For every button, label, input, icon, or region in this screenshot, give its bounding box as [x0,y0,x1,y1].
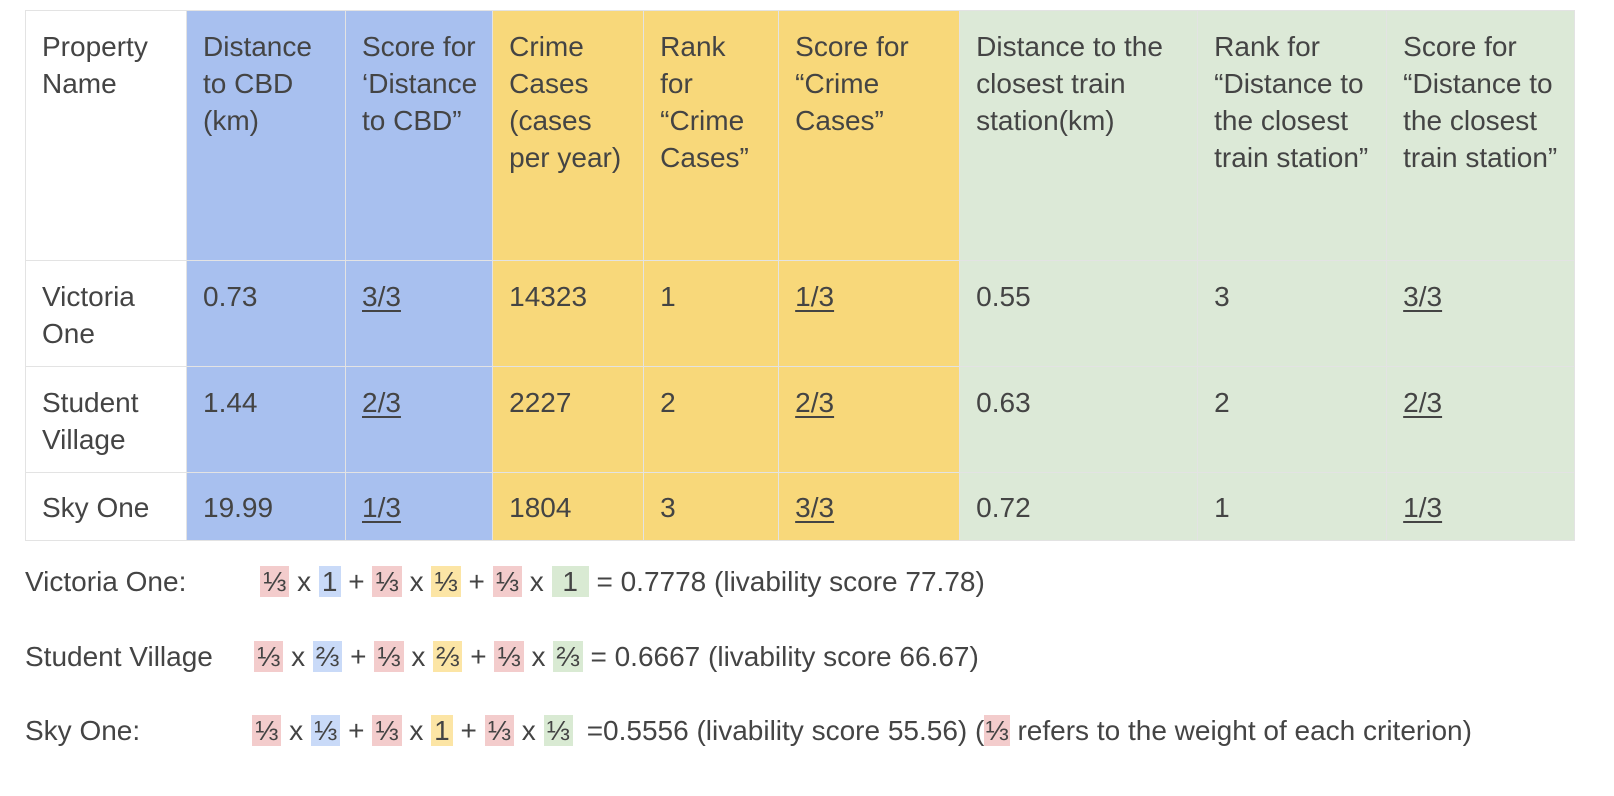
formula-expression: ⅓ x 1 + ⅓ x ⅓ + ⅓ x 1 = 0.7778 (livabili… [260,566,985,598]
header-score-crime-cases: Score for “Crime Cases” [778,10,961,261]
weight-highlight: ⅓ [372,566,402,597]
weight-note-highlight: ⅓ [984,715,1010,746]
weight-highlight: ⅓ [254,641,284,672]
crime-cases-rank: 3 [643,472,780,541]
distance-cbd-score: 2/3 [344,366,494,473]
formula-result: = 0.7778 (livability score 77.78) [596,566,985,597]
weight-highlight: ⅓ [492,566,522,597]
crime-cases-value: 1804 [492,472,645,541]
formula-student-village: Student Village ⅓ x ⅔ + ⅓ x ⅔ + ⅓ x ⅔ = … [25,641,1125,677]
plus-sign: + [468,566,485,597]
header-property-name: Property Name [25,10,187,261]
train-distance-score: 1/3 [1386,472,1576,541]
header-row: Property Name Distance to CBD (km) Score… [25,10,1576,261]
train-score-highlight: ⅓ [543,715,573,746]
weight-highlight: ⅓ [260,566,290,597]
table-row: Student Village 1.44 2/3 2227 2 2/3 0.63… [25,366,1576,473]
weight-highlight: ⅓ [374,641,404,672]
distance-cbd-score: 3/3 [344,260,494,367]
train-score-highlight: ⅔ [553,641,583,672]
formula-label: Student Village [25,641,213,672]
train-distance-value: 0.55 [959,260,1199,367]
header-score-train-station: Score for “Distance to the closest train… [1386,10,1576,261]
formula-label: Victoria One: [25,566,187,597]
formula-result: = 0.6667 (livability score 66.67) [590,641,979,672]
multiply-sign: x [297,566,312,597]
train-distance-value: 0.72 [959,472,1199,541]
formula-sky-one: Sky One: ⅓ x ⅓ + ⅓ x 1 + ⅓ x ⅓ =0.5556 (… [25,715,1605,751]
multiply-sign: x [411,641,426,672]
train-distance-rank: 2 [1197,366,1388,473]
distance-cbd-value: 1.44 [186,366,346,473]
multiply-sign: x [409,715,424,746]
crime-cases-rank: 1 [643,260,780,367]
crime-cases-score: 3/3 [778,472,961,541]
formula-label: Sky One: [25,715,141,746]
crime-score-highlight: ⅓ [431,566,461,597]
header-rank-train-station: Rank for “Distance to the closest train … [1197,10,1388,261]
header-rank-crime-cases: Rank for “Crime Cases” [643,10,780,261]
header-crime-cases: Crime Cases (cases per year) [492,10,645,261]
multiply-sign: x [521,715,536,746]
plus-sign: + [470,641,487,672]
train-distance-rank: 3 [1197,260,1388,367]
crime-cases-score: 1/3 [778,260,961,367]
formula-result: =0.5556 (livability score 55.56) ( [586,715,985,746]
livability-table: Property Name Distance to CBD (km) Score… [25,10,1576,541]
train-distance-score: 2/3 [1386,366,1576,473]
distance-cbd-score: 1/3 [344,472,494,541]
table-row: Sky One 19.99 1/3 1804 3 3/3 0.72 1 1/3 [25,472,1576,541]
header-distance-cbd: Distance to CBD (km) [186,10,346,261]
property-name: Student Village [25,366,187,473]
multiply-sign: x [291,641,306,672]
multiply-sign: x [409,566,424,597]
crime-cases-value: 14323 [492,260,645,367]
distance-cbd-value: 19.99 [186,472,346,541]
weight-note: refers to the weight of each criterion) [1009,715,1472,746]
train-score-highlight: 1 [551,566,589,597]
crime-cases-rank: 2 [643,366,780,473]
distance-cbd-value: 0.73 [186,260,346,367]
header-score-distance-cbd: Score for ‘Distance to CBD” [344,10,494,261]
weight-highlight: ⅓ [494,641,524,672]
plus-sign: + [348,715,365,746]
weight-highlight: ⅓ [484,715,514,746]
formula-expression: ⅓ x ⅔ + ⅓ x ⅔ + ⅓ x ⅔ = 0.6667 (livabili… [254,641,979,673]
crime-cases-score: 2/3 [778,366,961,473]
multiply-sign: x [289,715,304,746]
formula-expression: ⅓ x ⅓ + ⅓ x 1 + ⅓ x ⅓ =0.5556 (livabilit… [252,715,1472,747]
property-name: Sky One [25,472,187,541]
plus-sign: + [350,641,367,672]
crime-score-highlight: ⅔ [433,641,463,672]
train-distance-rank: 1 [1197,472,1388,541]
cbd-score-highlight: ⅔ [312,641,343,672]
crime-cases-value: 2227 [492,366,645,473]
cbd-score-highlight: ⅓ [310,715,341,746]
crime-score-highlight: 1 [431,715,453,746]
header-distance-train-station: Distance to the closest train station(km… [959,10,1199,261]
weight-highlight: ⅓ [372,715,402,746]
property-name: Victoria One [25,260,187,367]
table-row: Victoria One 0.73 3/3 14323 1 1/3 0.55 3… [25,260,1576,367]
train-distance-value: 0.63 [959,366,1199,473]
cbd-score-highlight: 1 [318,566,341,597]
plus-sign: + [348,566,365,597]
weight-highlight: ⅓ [252,715,282,746]
train-distance-score: 3/3 [1386,260,1576,367]
multiply-sign: x [531,641,546,672]
multiply-sign: x [529,566,544,597]
formula-victoria-one: Victoria One: ⅓ x 1 + ⅓ x ⅓ + ⅓ x 1 = 0.… [25,566,1125,602]
plus-sign: + [460,715,477,746]
